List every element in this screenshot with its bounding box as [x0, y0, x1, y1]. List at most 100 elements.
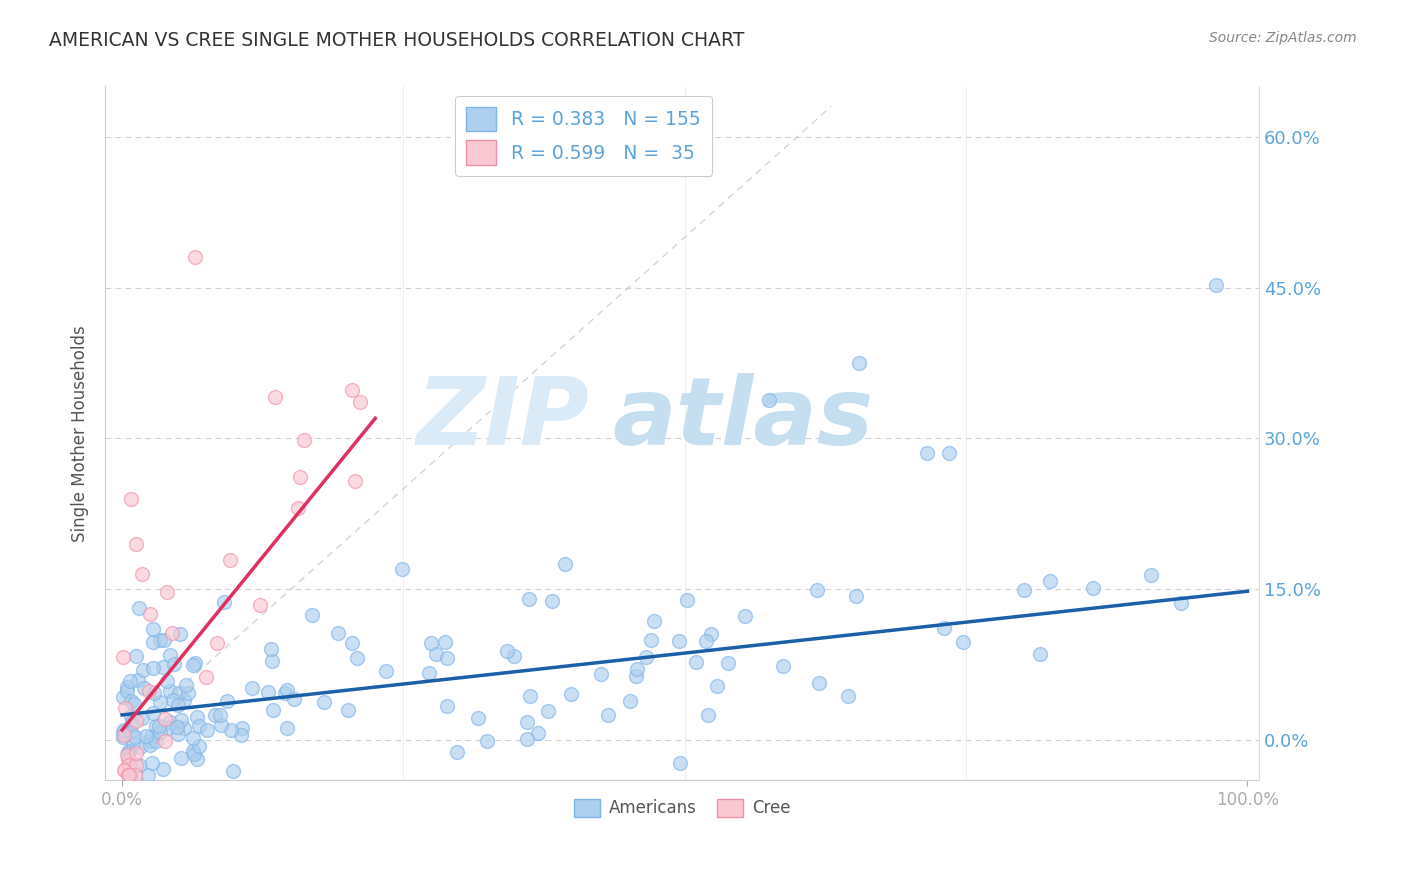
Point: [173, 721, 195, 735]
Point: [264, 390, 287, 404]
Point: [145, 719, 167, 733]
Point: [283, 691, 305, 706]
Point: [181, 731, 204, 745]
Point: [915, 446, 938, 460]
Point: [153, 712, 176, 726]
Point: [142, 686, 165, 700]
Point: [391, 562, 413, 576]
Point: [118, 768, 141, 782]
Point: [183, 657, 205, 671]
Point: [342, 636, 364, 650]
Point: [132, 681, 155, 696]
Point: [695, 634, 717, 648]
Point: [167, 698, 190, 712]
Point: [112, 724, 135, 739]
Point: [290, 469, 312, 483]
Point: [516, 732, 538, 747]
Point: [436, 651, 458, 665]
Point: [717, 656, 740, 670]
Point: [159, 683, 181, 698]
Point: [668, 634, 690, 648]
Point: [131, 567, 153, 582]
Point: [526, 725, 548, 739]
Point: [121, 714, 143, 729]
Point: [112, 764, 135, 778]
Point: [162, 626, 184, 640]
Point: [114, 701, 136, 715]
Point: [212, 595, 235, 609]
Legend: Americans, Cree: Americans, Cree: [567, 792, 797, 824]
Point: [149, 724, 172, 739]
Point: [124, 648, 146, 663]
Point: [837, 689, 859, 703]
Point: [1170, 596, 1192, 610]
Point: [167, 686, 190, 700]
Point: [152, 762, 174, 776]
Point: [262, 654, 284, 668]
Point: [1029, 647, 1052, 661]
Point: [112, 730, 135, 744]
Point: [194, 670, 217, 684]
Point: [217, 694, 239, 708]
Point: [634, 650, 657, 665]
Point: [132, 663, 155, 677]
Point: [169, 627, 191, 641]
Point: [148, 719, 170, 733]
Point: [127, 673, 149, 687]
Point: [139, 607, 162, 622]
Point: [114, 723, 136, 737]
Point: [207, 635, 229, 649]
Point: [342, 383, 364, 397]
Point: [124, 537, 146, 551]
Point: [156, 674, 179, 689]
Point: [174, 678, 197, 692]
Point: [166, 727, 188, 741]
Point: [287, 501, 309, 516]
Point: [932, 621, 955, 635]
Point: [187, 719, 209, 733]
Point: [138, 684, 160, 698]
Point: [219, 723, 242, 737]
Point: [177, 686, 200, 700]
Point: [560, 687, 582, 701]
Point: [209, 717, 232, 731]
Point: [183, 747, 205, 761]
Point: [312, 695, 335, 709]
Point: [152, 660, 174, 674]
Point: [142, 622, 165, 636]
Point: [195, 723, 218, 738]
Point: [675, 593, 697, 607]
Point: [699, 626, 721, 640]
Point: [640, 633, 662, 648]
Point: [117, 746, 139, 760]
Point: [260, 641, 283, 656]
Point: [128, 601, 150, 615]
Point: [467, 711, 489, 725]
Point: [845, 589, 868, 603]
Point: [139, 739, 162, 753]
Point: [808, 676, 831, 690]
Point: [434, 634, 457, 648]
Point: [436, 698, 458, 713]
Point: [772, 659, 794, 673]
Point: [554, 557, 576, 571]
Point: [162, 693, 184, 707]
Point: [170, 751, 193, 765]
Point: [157, 721, 180, 735]
Point: [153, 632, 176, 647]
Point: [120, 694, 142, 708]
Point: [229, 728, 252, 742]
Point: [120, 673, 142, 688]
Point: [496, 644, 519, 658]
Point: [115, 748, 138, 763]
Text: atlas: atlas: [613, 374, 875, 466]
Point: [952, 635, 974, 649]
Point: [153, 734, 176, 748]
Point: [117, 753, 139, 767]
Point: [589, 666, 612, 681]
Point: [1012, 583, 1035, 598]
Point: [425, 648, 447, 662]
Point: [249, 599, 271, 613]
Point: [166, 720, 188, 734]
Point: [219, 553, 242, 567]
